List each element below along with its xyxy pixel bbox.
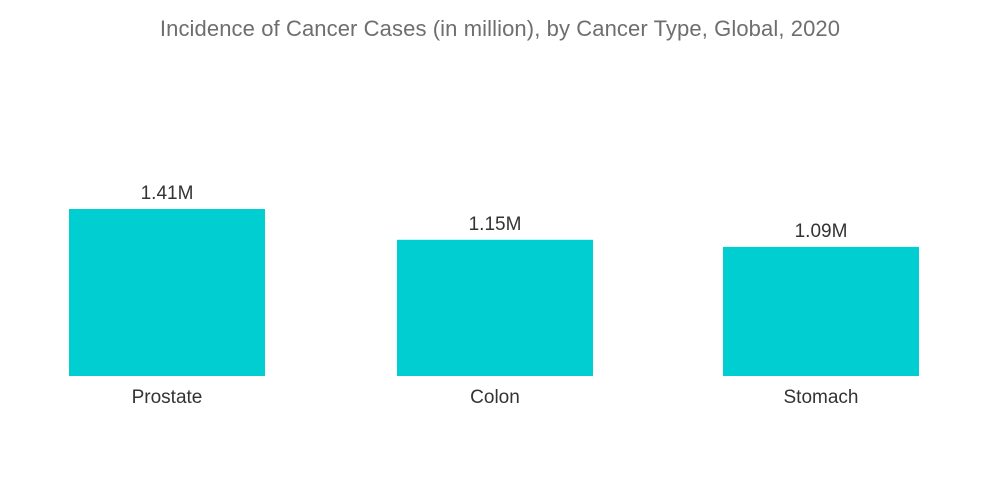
- bar-colon: [397, 239, 593, 376]
- value-label-stomach: 1.09M: [795, 221, 848, 242]
- category-label-stomach: Stomach: [784, 387, 859, 408]
- value-label-prostate: 1.41M: [141, 183, 194, 204]
- value-label-colon: 1.15M: [469, 214, 522, 235]
- bar-stomach: [723, 246, 919, 376]
- value-labels-group: 1.41M 1.15M 1.09M: [141, 183, 848, 242]
- category-label-prostate: Prostate: [132, 387, 203, 408]
- category-label-colon: Colon: [470, 387, 520, 408]
- category-labels-group: Prostate Colon Stomach: [132, 387, 859, 408]
- chart-title: Incidence of Cancer Cases (in million), …: [159, 16, 841, 41]
- bar-prostate: [69, 209, 265, 376]
- bars-group: [69, 209, 919, 376]
